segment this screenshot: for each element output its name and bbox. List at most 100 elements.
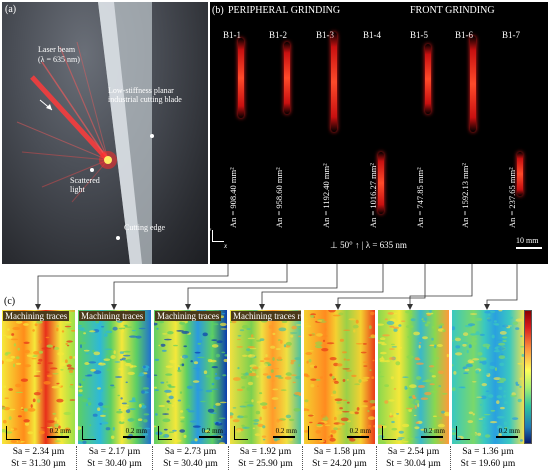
texture-overlay [154, 310, 227, 444]
stats-separator [228, 446, 229, 470]
scatter-patterns-panel-b: (b) PERIPHERAL GRINDING FRONT GRINDING B… [210, 2, 548, 264]
texture-overlay [304, 310, 375, 444]
stats-separator [152, 446, 153, 470]
tile-title: Machining traces [79, 311, 146, 321]
sa-value: Sa = 2.17 µm [88, 447, 141, 457]
stats-separator [76, 446, 77, 470]
scatter-pattern-4 [378, 152, 384, 214]
tile-axis-indicator [6, 426, 20, 440]
panel-b-label: (b) [212, 5, 224, 16]
area-value-3: An = 1192.40 mm² [321, 163, 331, 228]
scatter-pattern-6 [470, 36, 476, 132]
tile-scale-label: 0.2 mm [275, 427, 297, 435]
st-value: St = 30.04 µm [386, 459, 441, 469]
sa-value: Sa = 1.36 µm [462, 447, 514, 457]
roughness-stats-5: Sa = 1.58 µm St = 24.20 µm [304, 446, 375, 470]
connector-1 [37, 264, 229, 306]
scatter-pattern-7 [517, 152, 523, 196]
scatter-pattern-3 [331, 32, 337, 132]
texture-overlay [2, 310, 75, 444]
st-value: St = 25.90 µm [238, 459, 293, 469]
tile-scale-bar [47, 436, 69, 438]
texture-overlay [230, 310, 301, 442]
setup-photo [16, 2, 154, 264]
tile-axis-indicator [456, 426, 470, 440]
st-value: St = 30.40 µm [87, 459, 142, 469]
sample-id-5: B1-5 [410, 30, 428, 40]
area-value-5: An = 747.85 mm² [415, 167, 425, 228]
scattered-marker [90, 168, 94, 172]
stats-separator [376, 446, 377, 470]
st-value: St = 19.60 µm [460, 459, 516, 469]
panel-a-label: (a) [5, 4, 17, 15]
tile-title: Machining traces [3, 311, 70, 321]
topography-tile-7: 0.2 mm [452, 310, 524, 444]
tile-scale-label: 0.2 mm [49, 427, 71, 435]
area-value-4: An = 1016.27 mm² [368, 163, 378, 228]
st-value: St = 30.40 µm [163, 459, 218, 469]
scale-bar-label: 10 mm [516, 236, 539, 245]
front-grinding-heading: FRONT GRINDING [410, 5, 495, 16]
axis-indicator [212, 230, 224, 242]
blade-marker [150, 134, 154, 138]
height-colorbar [524, 310, 532, 444]
tile-scale-bar [273, 436, 295, 438]
connector-7 [486, 264, 518, 306]
connector-4 [261, 264, 384, 306]
cutting-edge-label: Cutting edge [124, 223, 166, 232]
edge-marker [116, 236, 120, 240]
tile-axis-indicator [82, 426, 96, 440]
panel-c-label: (c) [4, 296, 16, 307]
topography-tile-2: Machining traces 0.2 mm [78, 310, 151, 444]
topography-tile-3: Machining traces 0.2 mm [154, 310, 227, 444]
tile-scale-label: 0.2 mm [201, 427, 223, 435]
sample-id-2: B1-2 [269, 30, 287, 40]
scattered-light-label: Scattered light [70, 176, 100, 194]
connector-2 [113, 264, 288, 306]
area-value-7: An = 237.65 mm² [507, 167, 517, 228]
tile-axis-indicator [234, 426, 248, 440]
measurement-condition: ⊥ 50° ↑ | λ = 635 nm [330, 240, 407, 250]
tile-title: Machining traces [155, 311, 222, 321]
sa-value: Sa = 2.54 µm [387, 447, 440, 457]
texture-overlay [378, 310, 449, 444]
roughness-stats-7: Sa = 1.36 µm St = 19.60 µm [452, 446, 524, 470]
sample-id-4: B1-4 [363, 30, 381, 40]
st-value: St = 24.20 µm [312, 459, 367, 469]
laser-beam-rays [16, 41, 110, 203]
stats-separator [450, 446, 451, 470]
texture-overlay [452, 310, 524, 442]
tile-scale-bar [496, 436, 518, 438]
area-value-2: An = 958.60 mm² [274, 167, 284, 228]
sample-id-7: B1-7 [502, 30, 520, 40]
sample-id-6: B1-6 [455, 30, 473, 40]
photo-panel-a: (a) Laser beam (λ = 635 nm) Low-stiffnes… [2, 2, 208, 264]
tile-axis-indicator [158, 426, 172, 440]
tile-title: Machining traces residues [231, 311, 301, 321]
st-value: St = 31.30 µm [11, 459, 66, 469]
connector-3 [187, 264, 338, 306]
roughness-stats-6: Sa = 2.54 µm St = 30.04 µm [378, 446, 449, 470]
laser-beam-label: Laser beam [38, 45, 76, 54]
sa-value: Sa = 2.34 µm [12, 447, 65, 457]
tile-scale-label: 0.2 mm [349, 427, 371, 435]
beam-arrow-head [46, 104, 52, 110]
topography-tile-5: 0.2 mm [304, 310, 375, 444]
connector-5 [337, 264, 426, 306]
texture-overlay [78, 310, 151, 444]
scatter-pattern-2 [284, 42, 290, 114]
connector-arrows [35, 264, 518, 310]
wavelength-label: (λ = 635 nm) [38, 55, 80, 64]
tile-scale-bar [199, 436, 221, 438]
sample-id-3: B1-3 [316, 30, 334, 40]
sa-value: Sa = 2.73 µm [164, 447, 217, 457]
sa-value: Sa = 1.92 µm [239, 447, 292, 457]
tile-axis-indicator [382, 426, 396, 440]
scale-bar [516, 247, 542, 249]
tile-scale-bar [421, 436, 443, 438]
blade-label: Low-stiffness planar industrial cutting … [108, 86, 182, 104]
roughness-stats-3: Sa = 2.73 µm St = 30.40 µm [154, 446, 227, 470]
stats-separator [302, 446, 303, 470]
roughness-stats-2: Sa = 2.17 µm St = 30.40 µm [78, 446, 151, 470]
sample-id-1: B1-1 [223, 30, 241, 40]
